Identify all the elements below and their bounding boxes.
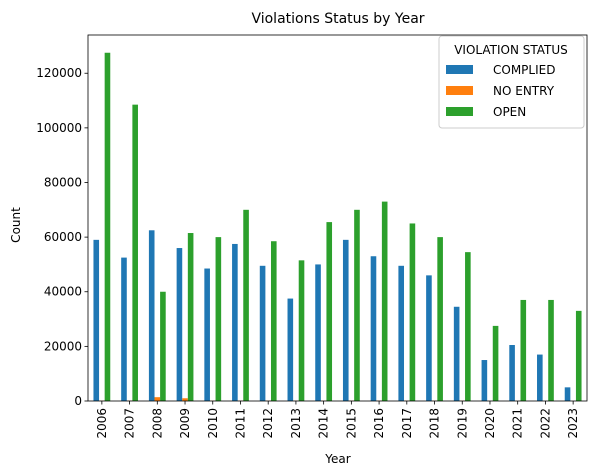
legend-frame [438,35,585,129]
bar-complied-2010 [204,268,210,401]
y-tick-label: 20000 [44,339,82,353]
bar-complied-2023 [564,387,571,401]
bar-open-2020 [492,325,499,401]
plot-frame [87,34,588,402]
bar-open-2011 [243,209,249,401]
x-tick-label: 2023 [566,408,580,439]
y-tick-label: 0 [74,394,82,408]
y-axis-label: Count [9,207,23,243]
bar-complied-2021 [509,345,515,401]
x-tick-label: 2012 [261,408,275,439]
x-tick-label: 2013 [289,408,303,439]
bar-complied-2013 [287,298,294,401]
x-tick-label: 2021 [511,408,525,439]
x-tick-label: 2017 [400,408,414,439]
bar-open-2018 [437,237,443,401]
bar-complied-2022 [537,354,543,401]
bar-open-2013 [298,260,305,401]
bar-open-2022 [548,299,554,401]
bar-complied-2011 [232,243,238,401]
legend-entry: COMPLIED [493,63,555,77]
bar-open-2009 [187,233,194,401]
bar-open-2014 [326,222,333,401]
bar-complied-2019 [453,306,460,401]
bar-open-2019 [465,252,471,401]
bar-complied-2014 [315,264,321,401]
x-tick-label: 2008 [150,408,164,439]
legend: VIOLATION STATUS COMPLIED NO ENTRY OPEN [438,35,585,129]
y-tick-label: 60000 [44,230,82,244]
bar-open-2021 [520,299,527,401]
bar-open-2016 [381,201,388,401]
y-tick-label: 40000 [44,285,82,299]
x-tick-label: 2011 [233,408,247,439]
bar-open-2007 [132,104,138,402]
bar-complied-2017 [398,265,405,401]
x-tick-label: 2007 [123,408,137,439]
legend-title: VIOLATION STATUS [454,43,568,57]
x-tick-label: 2022 [538,408,552,439]
bar-open-2012 [270,241,277,401]
x-tick-label: 2006 [95,408,109,439]
y-tick-label: 100000 [36,121,82,135]
x-tick-label: 2019 [455,408,469,439]
bar-complied-2007 [121,257,127,401]
x-tick-label: 2020 [483,408,497,439]
bar-open-2015 [354,209,360,401]
bar-complied-2020 [481,360,488,401]
bar-open-2023 [575,310,582,401]
x-tick-label: 2015 [344,408,358,439]
bar-open-2010 [215,237,222,401]
x-tick-label: 2016 [372,408,386,439]
bar-complied-2016 [370,256,377,401]
x-tick-label: 2018 [428,408,442,439]
x-tick-label: 2014 [317,408,331,439]
legend-entry: NO ENTRY [493,84,555,98]
bar-complied-2015 [342,239,349,401]
bar-open-2008 [160,291,166,401]
legend-swatch [446,65,473,74]
chart-title: Violations Status by Year [251,11,424,27]
bar-no-entry-2008 [154,397,161,401]
plot-area: 0 20000 40000 60000 80000 100000 120000 2006 200… [36,34,588,439]
x-axis-label: Year [324,452,350,466]
bar-complied-2012 [259,265,266,401]
y-tick-label: 120000 [36,66,82,80]
bar-open-2006 [104,52,111,401]
bar-open-2017 [409,223,416,401]
bar-complied-2006 [93,239,100,401]
legend-swatch [446,107,473,116]
legend-swatch [446,86,473,95]
bar-complied-2009 [176,248,183,401]
bar-complied-2008 [148,230,155,401]
bar-complied-2018 [426,275,432,401]
x-tick-label: 2010 [206,408,220,439]
y-tick-label: 80000 [44,175,82,189]
legend-entry: OPEN [493,105,526,119]
bar-no-entry-2009 [182,398,188,401]
x-tick-label: 2009 [178,408,192,439]
